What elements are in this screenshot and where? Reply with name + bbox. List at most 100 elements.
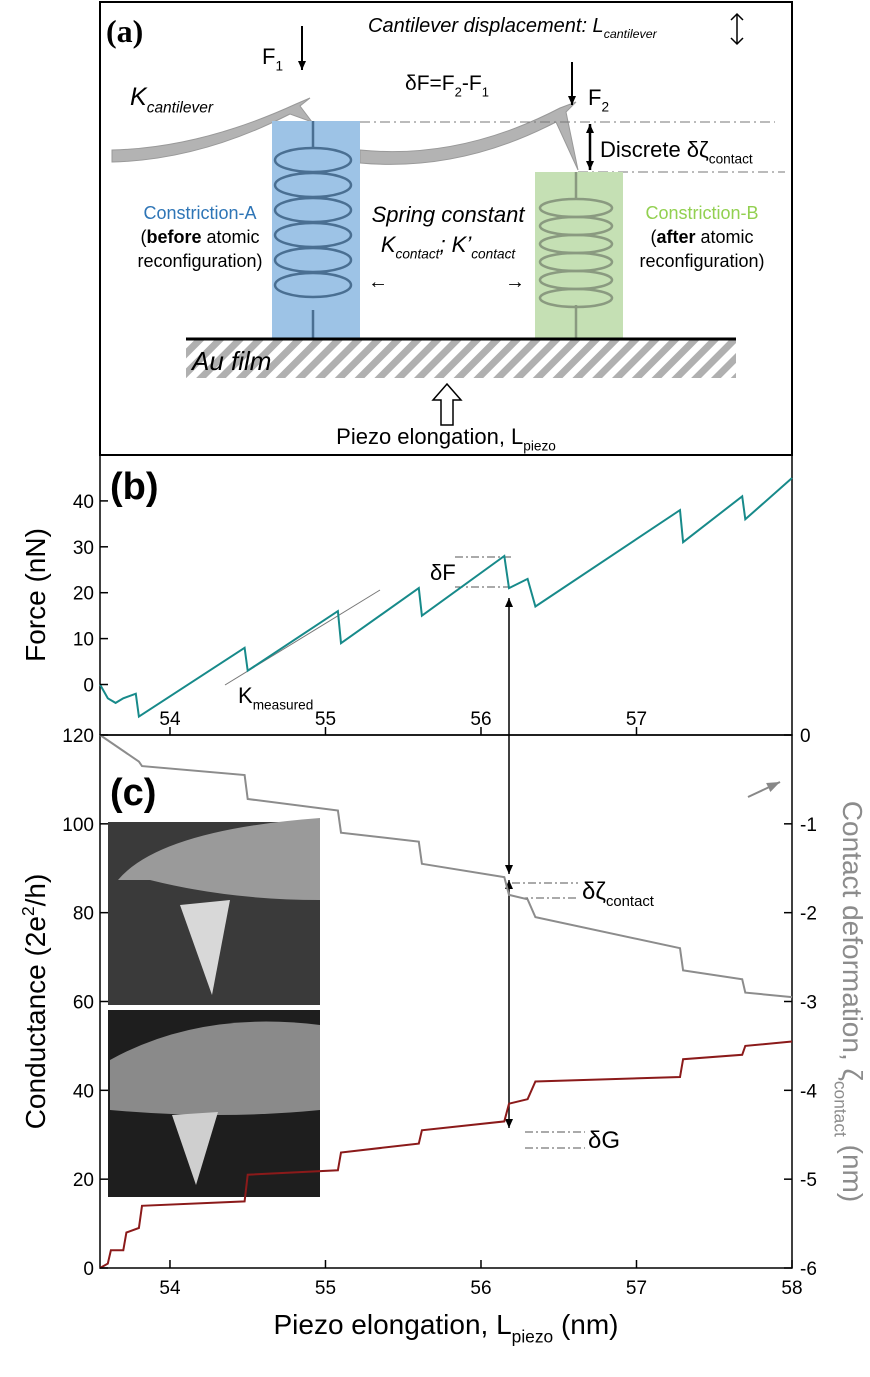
y2-tick-label: -2 bbox=[800, 904, 817, 925]
delta-f-definition: δF=F2-F1 bbox=[405, 72, 489, 99]
displacement-label: Cantilever displacement: Lcantilever bbox=[368, 15, 658, 41]
text-part: 2 bbox=[18, 906, 38, 916]
text-part: contact bbox=[396, 247, 441, 262]
y-tick-label: 10 bbox=[73, 630, 94, 651]
text-part: 2 bbox=[601, 100, 609, 115]
discrete-step: Discrete δζcontact bbox=[600, 137, 753, 167]
y-tick-label: 0 bbox=[83, 676, 94, 697]
text-part: measured bbox=[253, 698, 314, 713]
k-cantilever: Kcantilever bbox=[130, 83, 214, 117]
x-tick-label: 57 bbox=[626, 1278, 647, 1299]
panel-a: (a) Cantilever displacement: Lcantilever… bbox=[99, 1, 793, 456]
force-2: F2 bbox=[588, 85, 609, 115]
text-part: (nm) bbox=[837, 1137, 868, 1202]
sem-inset bbox=[108, 1010, 320, 1197]
text-part: Piezo elongation, L bbox=[336, 424, 523, 449]
text-part: 1 bbox=[275, 59, 283, 74]
x-tick-label: 56 bbox=[470, 709, 491, 730]
y2-tick-label: -5 bbox=[800, 1170, 817, 1191]
y-tick-label: 30 bbox=[73, 538, 94, 559]
panel-label: (c) bbox=[110, 772, 156, 814]
text-part: δF=F bbox=[405, 72, 455, 95]
plot-frame bbox=[99, 454, 793, 736]
text-part: K bbox=[238, 683, 253, 708]
text-part: δζ bbox=[582, 878, 606, 905]
y-tick-label: 40 bbox=[73, 492, 94, 513]
data-line bbox=[99, 1040, 793, 1269]
x-tick-label: 54 bbox=[159, 709, 181, 730]
x-axis-label: Piezo elongation, Lpiezo (nm) bbox=[273, 1309, 618, 1346]
spring-constants: Kcontact; K’contact bbox=[381, 232, 517, 262]
x-tick-label: 56 bbox=[470, 1278, 491, 1299]
text-part: (nm) bbox=[553, 1309, 618, 1340]
constriction-b-note: reconfiguration) bbox=[639, 251, 764, 271]
text-part: 2 bbox=[455, 84, 462, 99]
step-guides bbox=[455, 556, 585, 1149]
data-line bbox=[99, 477, 793, 719]
constriction-b-note: (after atomic bbox=[650, 227, 753, 247]
text-part: contact bbox=[606, 894, 655, 910]
x-tick-label: 54 bbox=[159, 1278, 181, 1299]
text-part: contact bbox=[471, 247, 516, 262]
constriction-a-note: (before atomic bbox=[140, 227, 259, 247]
y2-tick-label: -4 bbox=[800, 1081, 817, 1102]
text-part: ; K’ bbox=[439, 232, 472, 257]
y2-tick-label: -1 bbox=[800, 815, 817, 836]
text-part: Contact deformation, ζ bbox=[837, 801, 868, 1081]
annotation: Kmeasured bbox=[238, 683, 313, 713]
text-part: contact bbox=[831, 1081, 851, 1137]
force-1: F1 bbox=[262, 44, 283, 74]
text-part: piezo bbox=[512, 1326, 554, 1346]
constriction-a-title: Constriction-A bbox=[143, 203, 256, 223]
data-line bbox=[99, 734, 793, 999]
arrow-left-icon: ← bbox=[368, 271, 388, 293]
text-part: F bbox=[262, 44, 275, 69]
panel-label: (b) bbox=[110, 466, 159, 508]
text-part: piezo bbox=[523, 439, 556, 454]
text-part: K bbox=[130, 83, 148, 111]
y-tick-label: 20 bbox=[73, 1170, 94, 1191]
spring-a bbox=[273, 121, 353, 339]
cantilever-a bbox=[111, 97, 314, 163]
y-tick-label: 20 bbox=[73, 584, 94, 605]
x-tick-label: 55 bbox=[315, 709, 336, 730]
y-tick-label: 40 bbox=[73, 1081, 94, 1102]
text-part: atomic bbox=[695, 227, 753, 247]
y-axis-label: Conductance (2e2/h) bbox=[18, 874, 51, 1130]
substrate bbox=[186, 340, 736, 378]
piezo-arrow bbox=[431, 382, 463, 426]
annotation: δG bbox=[588, 1127, 620, 1154]
y2-tick-label: -6 bbox=[800, 1259, 817, 1280]
y2-axis-label: Contact deformation, ζcontact (nm) bbox=[831, 801, 868, 1202]
spring-title: Spring constant bbox=[372, 202, 526, 227]
y2-tick-label: 0 bbox=[800, 726, 811, 747]
text-part: contact bbox=[709, 152, 753, 167]
annotation: δζcontact bbox=[582, 878, 655, 910]
x-tick-label: 57 bbox=[626, 709, 647, 730]
text-part: -F bbox=[462, 72, 482, 95]
double-arrow-icon bbox=[730, 12, 744, 46]
sem-inset bbox=[108, 818, 320, 1005]
text-part: Cantilever displacement: L bbox=[368, 15, 604, 37]
text-part: K bbox=[381, 232, 397, 257]
text-part: ( bbox=[650, 227, 656, 247]
text-part: Conductance (2e bbox=[20, 916, 51, 1129]
x-tick-label: 58 bbox=[781, 1278, 802, 1299]
x-tick-label: 55 bbox=[315, 1278, 336, 1299]
text-part: ( bbox=[140, 227, 146, 247]
y-tick-label: 0 bbox=[83, 1259, 94, 1280]
y-tick-label: 100 bbox=[62, 815, 94, 836]
panel-label: (a) bbox=[106, 13, 143, 49]
y-tick-label: 120 bbox=[62, 726, 94, 747]
y-axis-label: Force (nN) bbox=[20, 528, 51, 662]
spring-b bbox=[538, 172, 614, 339]
text-part: /h) bbox=[20, 874, 51, 907]
cantilever-b bbox=[359, 101, 579, 171]
text-part: Piezo elongation, L bbox=[273, 1309, 511, 1340]
piezo-label: Piezo elongation, Lpiezo bbox=[336, 424, 556, 454]
text-part: 1 bbox=[482, 84, 489, 99]
y-tick-label: 80 bbox=[73, 904, 94, 925]
arrow-right-icon: → bbox=[505, 271, 525, 293]
